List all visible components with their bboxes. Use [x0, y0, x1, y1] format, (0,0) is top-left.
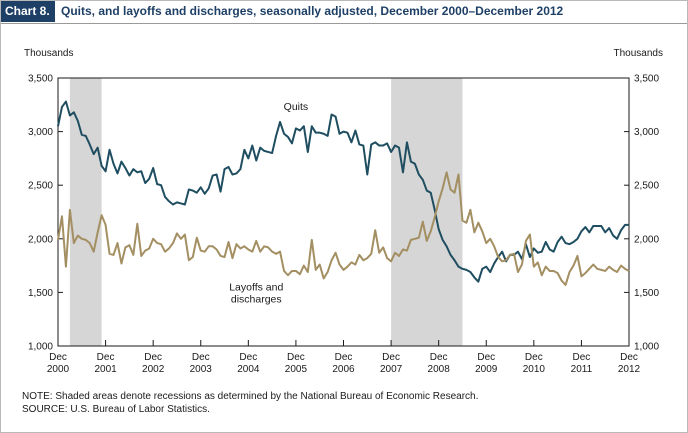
x-tick-label-month: Dec [477, 352, 495, 363]
y-tick-label-right: 2,500 [634, 181, 659, 192]
y-tick-label-right: 2,000 [634, 234, 659, 245]
x-tick-label-year: 2001 [94, 364, 117, 375]
x-tick-label-month: Dec [525, 352, 543, 363]
series-annotation-label: Quits [284, 101, 309, 113]
line-chart: Thousands Thousands 1,000 1,000 1,500 1,500… [24, 48, 663, 376]
y-tick-label-left: 2,000 [28, 234, 53, 245]
series-lines [57, 100, 630, 286]
source-note: SOURCE: U.S. Bureau of Labor Statistics. [22, 404, 210, 415]
x-tick-label-year: 2011 [571, 364, 593, 375]
chart-title: Quits, and layoffs and discharges, seaso… [61, 4, 564, 18]
x-tick-label-year: 2004 [237, 364, 260, 375]
footnote: NOTE: Shaded areas denote recessions as … [22, 391, 479, 402]
x-tick-label-month: Dec [287, 352, 305, 363]
x-tick-label-month: Dec [49, 352, 67, 363]
y-tick-label-left: 2,500 [28, 181, 53, 192]
series-annotation-label: discharges [231, 293, 282, 305]
x-tick-label-month: Dec [620, 352, 638, 363]
x-tick-label-month: Dec [382, 352, 400, 363]
y-tick-label-right: 3,500 [634, 74, 659, 85]
x-tick-label-month: Dec [239, 352, 257, 363]
x-tick-label-year: 2007 [380, 364, 403, 375]
y-tick-label-left: 3,500 [28, 74, 53, 85]
recession-band-2 [391, 78, 463, 346]
y-tick-label-right: 3,000 [634, 127, 659, 138]
x-tick-label-month: Dec [573, 352, 591, 363]
series-annotation-label: Layoffs and [229, 281, 283, 293]
x-tick-label-year: 2003 [190, 364, 213, 375]
y-tick-label-right: 1,500 [634, 288, 659, 299]
series-line-quits [57, 100, 629, 283]
x-tick-label-month: Dec [430, 352, 448, 363]
chart-footer: NOTE: Shaded areas denote recessions as … [22, 390, 478, 416]
y-tick-label-left: 1,000 [28, 342, 53, 353]
x-tick-label-month: Dec [97, 352, 115, 363]
x-tick-label-year: 2002 [142, 364, 165, 375]
series-line-layoffs-and-discharges [57, 171, 630, 286]
x-tick-label-year: 2009 [475, 364, 498, 375]
recession-band-1 [69, 78, 102, 346]
x-tick-label-year: 2012 [618, 364, 641, 375]
x-tick-label-year: 2005 [285, 364, 308, 375]
x-tick-label-year: 2008 [428, 364, 451, 375]
x-tick-label-month: Dec [144, 352, 162, 363]
y-tick-label-right: 1,000 [634, 342, 659, 353]
axes: 1,000 1,000 1,500 1,500 2,000 2,000 2,500 2,500… [28, 74, 659, 376]
x-tick-label-month: Dec [335, 352, 353, 363]
x-tick-label-year: 2010 [523, 364, 546, 375]
x-tick-label-year: 2006 [332, 364, 355, 375]
recession-shading [69, 78, 463, 346]
chart-number-label: Chart 8. [1, 1, 55, 22]
x-tick-label-year: 2000 [47, 364, 70, 375]
y-axis-unit-right: Thousands [614, 48, 663, 59]
y-tick-label-left: 1,500 [28, 288, 53, 299]
plot-area [57, 77, 630, 347]
chart-title-bar: Chart 8. Quits, and layoffs and discharg… [1, 1, 687, 23]
y-tick-label-left: 3,000 [28, 127, 53, 138]
title-divider [1, 23, 687, 24]
y-axis-unit-left: Thousands [24, 48, 73, 59]
x-tick-label-month: Dec [192, 352, 210, 363]
